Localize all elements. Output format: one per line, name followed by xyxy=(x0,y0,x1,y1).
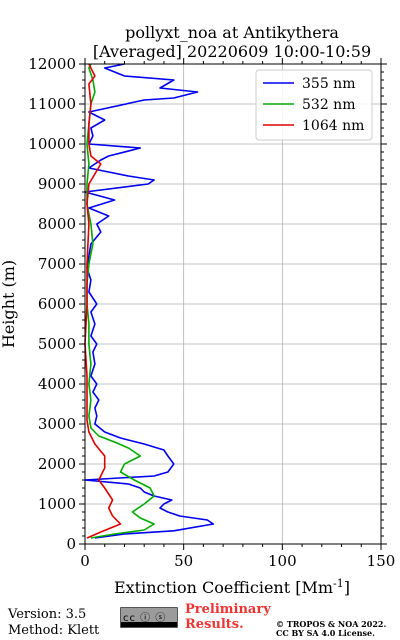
series-line-532-nm xyxy=(86,63,155,539)
y-tick-label: 3000 xyxy=(38,415,76,433)
y-tick-label: 1000 xyxy=(38,495,76,513)
y-tick-label: 9000 xyxy=(38,175,76,193)
chart-title: pollyxt_noa at Antikythera xyxy=(125,23,339,42)
legend-box xyxy=(255,69,373,141)
x-tick-label: 100 xyxy=(268,552,297,570)
y-tick-label: 8000 xyxy=(38,215,76,233)
y-tick-label: 12000 xyxy=(28,55,76,73)
x-axis-label: Extinction Coefficient [Mm-1] xyxy=(114,577,350,597)
footer-info: Version: 3.5 Method: Klett xyxy=(8,607,99,639)
legend-label: 532 nm xyxy=(302,97,355,113)
version-label: Version: 3.5 xyxy=(8,607,87,622)
cc-license-badge: cc ⓘ ⓢ xyxy=(120,607,178,628)
x-tick-label: 0 xyxy=(80,552,90,570)
y-tick-label: 11000 xyxy=(28,95,76,113)
method-label: Method: Klett xyxy=(8,623,100,638)
y-tick-label: 2000 xyxy=(38,455,76,473)
legend-label: 355 nm xyxy=(302,76,355,92)
x-tick-label: 50 xyxy=(174,552,193,570)
y-tick-label: 7000 xyxy=(38,255,76,273)
y-tick-label: 0 xyxy=(66,535,76,553)
y-tick-label: 5000 xyxy=(38,335,76,353)
copyright-notice: © TROPOS & NOA 2022. CC BY SA 4.0 Licens… xyxy=(276,619,387,638)
cc-icon: cc ⓘ ⓢ xyxy=(123,613,167,624)
data-lines xyxy=(84,63,215,539)
y-axis-label: Height (m) xyxy=(0,260,18,348)
legend-label: 1064 nm xyxy=(302,118,364,134)
x-tick-label: 150 xyxy=(367,552,396,570)
y-tick-label: 10000 xyxy=(28,135,76,153)
preliminary-notice: Preliminary Results. xyxy=(185,602,271,632)
chart-subtitle: [Averaged] 20220609 10:00-10:59 xyxy=(93,42,371,61)
axis-ticks: 0 50 100 150 0 1000 2000 3000 4000 5000 6000 7000 80… xyxy=(28,55,395,570)
legend: 355 nm 532 nm 1064 nm xyxy=(255,69,373,141)
series-line-1064-nm xyxy=(84,63,122,539)
y-tick-label: 6000 xyxy=(38,295,76,313)
series-line-355-nm xyxy=(84,63,215,539)
y-tick-label: 4000 xyxy=(38,375,76,393)
